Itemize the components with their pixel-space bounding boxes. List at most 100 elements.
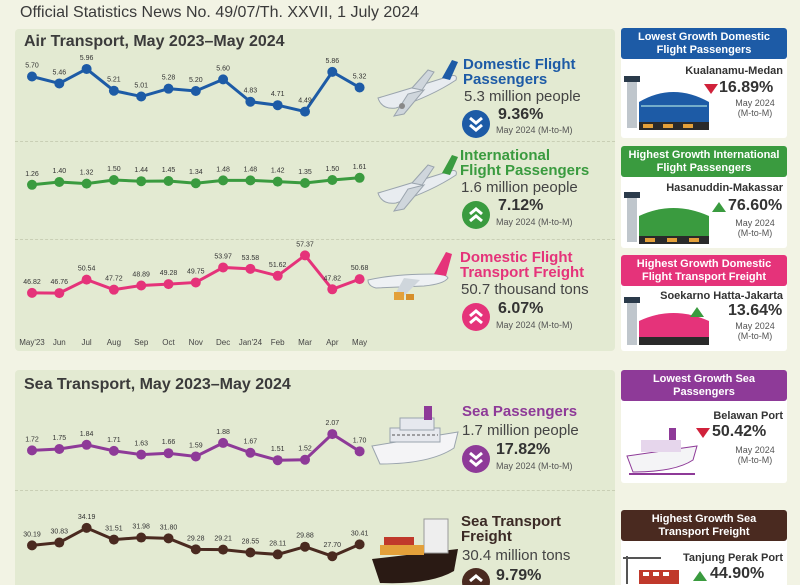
data-point	[245, 547, 256, 558]
data-point	[272, 455, 283, 466]
x-tick-label: Jun	[53, 338, 66, 347]
ship-icon	[626, 428, 698, 475]
data-point	[327, 284, 338, 295]
data-label: 1.48	[216, 166, 230, 173]
ship-icon	[371, 406, 459, 465]
sea-freight-value: 30.4 million tons	[462, 547, 571, 564]
dom-freight-value: 50.7 thousand tons	[461, 281, 589, 298]
data-label: 1.51	[271, 446, 285, 453]
card-highest-dom-freight: Highest Growth Domestic Flight Transport …	[621, 255, 787, 351]
x-tick-label: Nov	[189, 338, 203, 347]
data-label: 5.20	[189, 77, 203, 84]
data-label: 1.67	[244, 439, 258, 446]
data-point	[300, 178, 310, 188]
x-tick-label: Feb	[271, 338, 285, 347]
data-point	[81, 439, 92, 450]
increase-icon	[462, 201, 490, 229]
data-label: 30.41	[351, 530, 369, 537]
sea-pass-value: 1.7 million people	[462, 422, 579, 439]
data-label: 1.32	[80, 170, 94, 177]
data-label: 1.44	[134, 167, 148, 174]
data-label: 31.98	[132, 524, 150, 531]
data-point	[54, 177, 65, 187]
data-label: 1.61	[353, 164, 367, 171]
data-point	[108, 445, 119, 456]
sea-pass-title: Sea Passengers	[462, 403, 578, 420]
data-point	[163, 448, 174, 459]
data-label: 5.96	[80, 55, 94, 62]
data-point	[136, 532, 147, 543]
data-point	[136, 280, 147, 291]
data-point	[272, 270, 283, 281]
decrease-icon	[462, 110, 490, 138]
card-highest-sea-freight: Highest Growth Sea Transport Freight Tanj…	[621, 510, 787, 585]
data-point	[108, 175, 119, 185]
data-label: 51.62	[269, 262, 287, 269]
dom-freight-note: May 2024 (M-to-M)	[496, 320, 573, 330]
data-point	[218, 544, 229, 555]
data-point	[245, 96, 256, 107]
cargo-ship-icon	[372, 518, 458, 584]
data-point	[190, 178, 201, 189]
data-label: 1.45	[162, 167, 176, 174]
increase-icon	[462, 303, 490, 331]
data-point	[163, 176, 174, 186]
data-label: 1.88	[216, 429, 230, 436]
sea-section-title: Sea Transport, May 2023–May 2024	[24, 376, 291, 393]
data-point	[136, 91, 147, 102]
data-point	[218, 262, 229, 273]
increase-icon	[462, 445, 490, 473]
port-crane-icon	[623, 556, 679, 584]
report-header: Official Statistics News No. 49/07/Th. X…	[20, 4, 419, 21]
data-point	[300, 541, 310, 552]
data-label: 1.26	[25, 171, 39, 178]
increase-icon	[462, 568, 490, 585]
data-point	[81, 522, 92, 533]
x-tick-label: Oct	[162, 338, 175, 347]
data-label: 28.55	[242, 539, 260, 546]
card-lowest-sea-pass: Lowest Growth Sea Passengers Belawan Port…	[621, 370, 787, 483]
x-tick-label: Mar	[298, 338, 312, 347]
data-label: 31.80	[160, 524, 178, 531]
data-point	[163, 83, 174, 94]
data-point	[81, 274, 92, 285]
data-label: 28.11	[269, 540, 286, 547]
intl-pass-value: 1.6 million people	[461, 179, 578, 196]
data-point	[27, 179, 37, 190]
data-point	[27, 71, 37, 82]
intl-pass-growth: 7.12%	[498, 197, 544, 214]
data-point	[190, 544, 201, 555]
data-label: 1.75	[52, 435, 66, 442]
data-point	[300, 454, 310, 465]
data-label: 1.48	[244, 166, 258, 173]
sea-pass-note: May 2024 (M-to-M)	[496, 461, 573, 471]
data-label: 5.86	[325, 58, 339, 65]
card-highest-intl-pass: Highest Growth International Flight Passe…	[621, 146, 787, 248]
dom-pass-value: 5.3 million people	[464, 88, 581, 105]
card-lowest-dom-pass: Lowest Growth Domestic Flight Passengers …	[621, 28, 787, 138]
data-point	[163, 279, 174, 290]
sea-freight-growth: 9.79%	[496, 567, 542, 584]
data-point	[245, 447, 256, 458]
data-label: 29.21	[214, 536, 232, 543]
data-point	[354, 539, 365, 550]
data-point	[354, 82, 365, 93]
intl-pass-title: International Flight Passengers	[460, 147, 590, 179]
data-label: 48.89	[132, 272, 150, 279]
data-label: 2.07	[325, 420, 339, 427]
data-label: 47.72	[105, 276, 123, 283]
data-point	[190, 451, 201, 462]
data-label: 53.97	[214, 253, 232, 260]
data-label: 5.28	[162, 75, 176, 82]
data-point	[136, 176, 147, 187]
data-label: 1.50	[107, 166, 121, 173]
up-arrow-icon	[690, 307, 704, 317]
dom-pass-title: Domestic Flight Passengers	[463, 56, 576, 88]
data-label: 30.83	[51, 529, 69, 536]
data-label: 1.35	[298, 169, 312, 176]
sea-pass-growth: 17.82%	[496, 441, 551, 458]
data-point	[218, 437, 229, 448]
dom-pass-growth: 9.36%	[498, 106, 544, 123]
data-label: 1.59	[189, 442, 203, 449]
